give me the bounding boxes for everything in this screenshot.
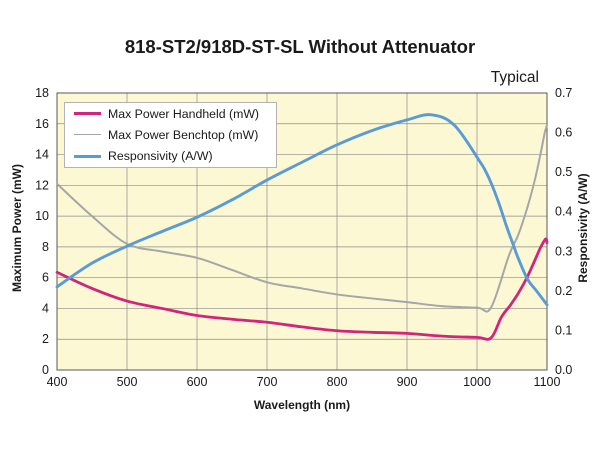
svg-text:900: 900 <box>397 375 418 389</box>
svg-text:4: 4 <box>42 301 49 315</box>
svg-text:500: 500 <box>117 375 138 389</box>
svg-text:8: 8 <box>42 240 49 254</box>
svg-text:1100: 1100 <box>534 375 561 389</box>
svg-text:10: 10 <box>35 209 49 223</box>
svg-text:12: 12 <box>35 178 49 192</box>
svg-text:14: 14 <box>35 148 49 162</box>
svg-text:2: 2 <box>42 332 49 346</box>
svg-text:0.4: 0.4 <box>555 205 572 219</box>
svg-text:0.1: 0.1 <box>555 323 572 337</box>
svg-text:400: 400 <box>47 375 68 389</box>
svg-text:800: 800 <box>327 375 348 389</box>
svg-text:600: 600 <box>187 375 208 389</box>
svg-text:700: 700 <box>257 375 278 389</box>
svg-text:0.5: 0.5 <box>555 165 572 179</box>
svg-text:18: 18 <box>35 86 49 100</box>
svg-text:6: 6 <box>42 271 49 285</box>
svg-text:0.3: 0.3 <box>555 244 572 258</box>
svg-text:0.7: 0.7 <box>555 86 572 100</box>
svg-text:1000: 1000 <box>463 375 491 389</box>
svg-text:16: 16 <box>35 117 49 131</box>
svg-text:0.6: 0.6 <box>555 126 572 140</box>
svg-text:0.2: 0.2 <box>555 284 572 298</box>
